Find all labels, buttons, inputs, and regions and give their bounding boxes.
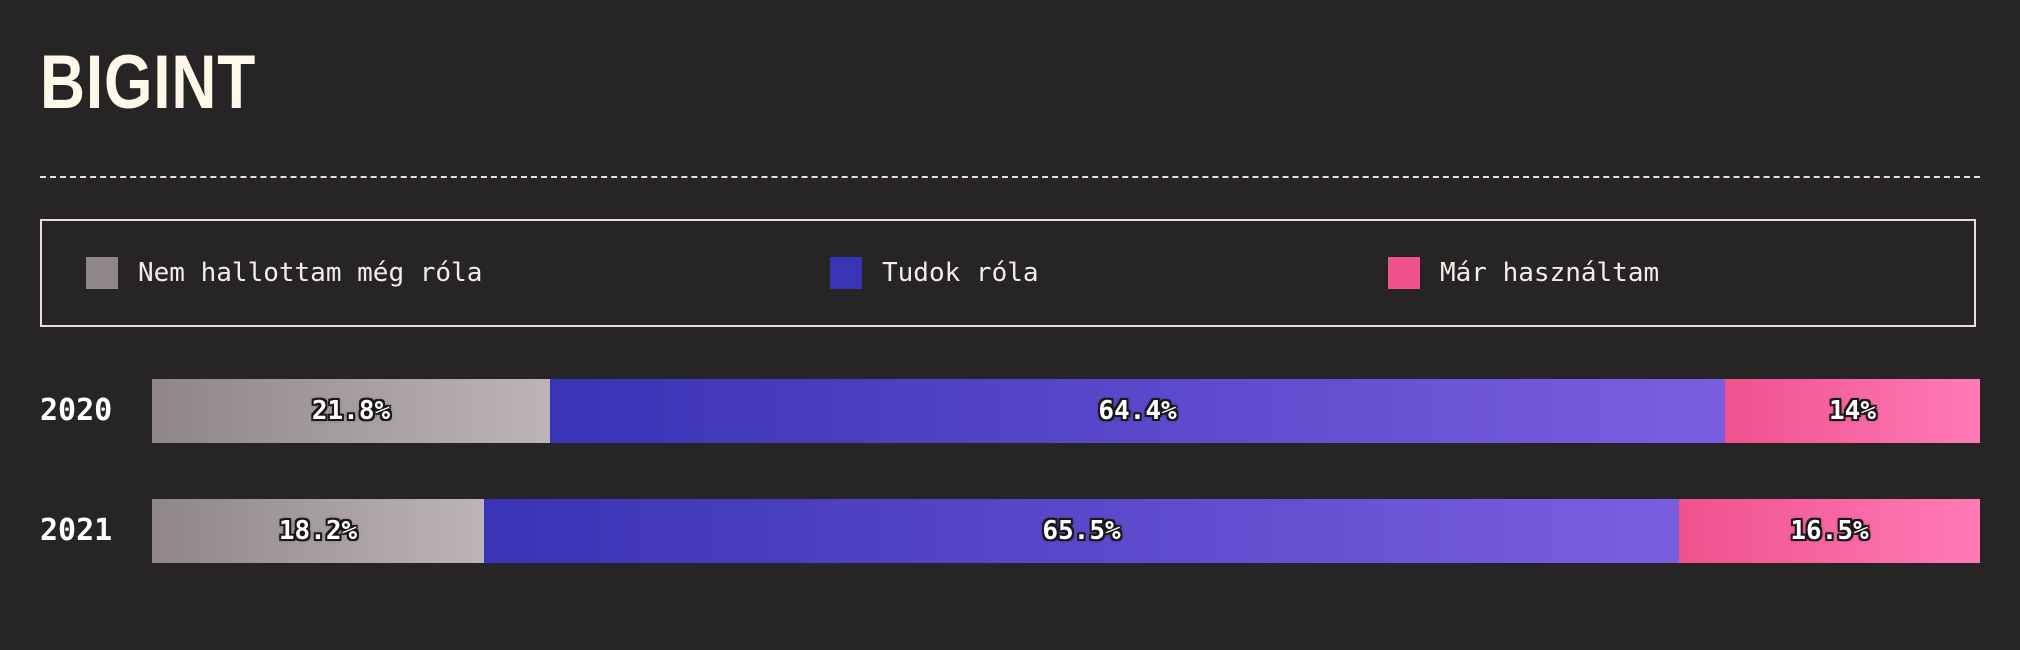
legend-label-know-it: Tudok róla (882, 258, 1039, 288)
bar-track-2021: 18.2% 65.5% 16.5% (152, 499, 1980, 563)
data-label-2020-not-heard: 21.8% (311, 396, 391, 426)
bar-2020-know-it: 64.4% (550, 379, 1725, 443)
legend-swatch-used-it (1388, 257, 1420, 289)
legend: Nem hallottam még róla Tudok róla Már ha… (40, 219, 1976, 327)
data-label-2021-not-heard: 18.2% (278, 516, 358, 546)
bar-track-2020: 21.8% 64.4% 14% (152, 379, 1980, 443)
bar-row-2021: 2021 18.2% 65.5% 16.5% (40, 499, 1980, 563)
legend-item-used-it: Már használtam (1388, 221, 1659, 325)
bar-2021-know-it: 65.5% (484, 499, 1679, 563)
legend-item-know-it: Tudok róla (830, 221, 1039, 325)
bar-2020-used-it: 14% (1725, 379, 1980, 443)
bar-2021-used-it: 16.5% (1679, 499, 1980, 563)
data-label-2021-know-it: 65.5% (1042, 516, 1121, 546)
data-label-2020-used-it: 14% (1829, 396, 1876, 426)
legend-label-not-heard: Nem hallottam még róla (138, 258, 483, 288)
bar-row-2020: 2020 21.8% 64.4% 14% (40, 379, 1980, 443)
data-label-2021-used-it: 16.5% (1790, 516, 1869, 546)
legend-label-used-it: Már használtam (1440, 258, 1660, 288)
bar-2021-not-heard: 18.2% (152, 499, 484, 563)
legend-swatch-not-heard (86, 257, 118, 289)
legend-item-not-heard: Nem hallottam még róla (86, 221, 482, 325)
chart-title: BIGINT (40, 40, 257, 125)
legend-swatch-know-it (830, 257, 862, 289)
row-label-2020: 2020 (40, 393, 113, 428)
bar-2020-not-heard: 21.8% (152, 379, 550, 443)
data-label-2020-know-it: 64.4% (1098, 396, 1177, 426)
divider (40, 176, 1980, 178)
row-label-2021: 2021 (40, 513, 113, 548)
